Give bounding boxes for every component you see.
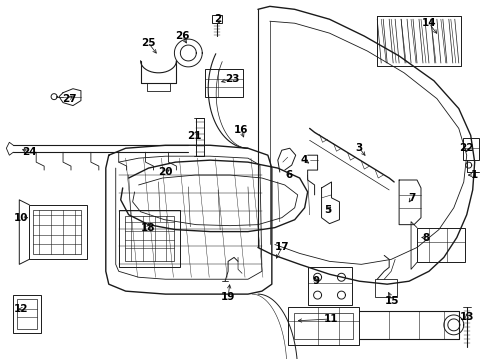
Bar — [205, 69, 243, 96]
Text: 3: 3 — [355, 143, 362, 153]
Text: 5: 5 — [323, 205, 330, 215]
Text: 23: 23 — [224, 74, 239, 84]
Text: 27: 27 — [61, 94, 76, 104]
Text: 13: 13 — [459, 312, 473, 322]
Text: 7: 7 — [407, 193, 415, 203]
Bar — [307, 267, 352, 305]
Bar — [287, 307, 359, 345]
Text: 6: 6 — [285, 170, 292, 180]
Bar — [29, 205, 87, 260]
Bar — [462, 138, 478, 160]
Text: 17: 17 — [274, 243, 288, 252]
Bar — [293, 313, 353, 339]
Bar — [119, 210, 180, 267]
Text: 16: 16 — [233, 125, 248, 135]
Text: 12: 12 — [14, 304, 28, 314]
Text: 2: 2 — [214, 14, 222, 24]
Bar — [13, 295, 41, 333]
Text: 1: 1 — [470, 170, 477, 180]
Text: 9: 9 — [311, 276, 319, 286]
Bar — [17, 299, 37, 329]
Text: 26: 26 — [175, 31, 189, 41]
Text: 10: 10 — [14, 213, 28, 223]
Bar — [33, 210, 81, 255]
Text: 21: 21 — [186, 131, 201, 141]
Bar — [212, 15, 222, 23]
Text: 20: 20 — [158, 167, 172, 177]
Text: 4: 4 — [300, 155, 308, 165]
Text: 14: 14 — [421, 18, 435, 28]
Text: 22: 22 — [459, 143, 473, 153]
Bar — [374, 279, 396, 297]
Bar — [196, 118, 204, 156]
Bar — [124, 216, 174, 261]
Text: 18: 18 — [141, 222, 156, 233]
Text: 8: 8 — [422, 233, 429, 243]
Text: 15: 15 — [384, 296, 399, 306]
Text: 24: 24 — [22, 147, 37, 157]
Bar — [416, 228, 464, 262]
Text: 19: 19 — [221, 292, 235, 302]
Text: 25: 25 — [141, 38, 156, 48]
Text: 11: 11 — [324, 314, 338, 324]
